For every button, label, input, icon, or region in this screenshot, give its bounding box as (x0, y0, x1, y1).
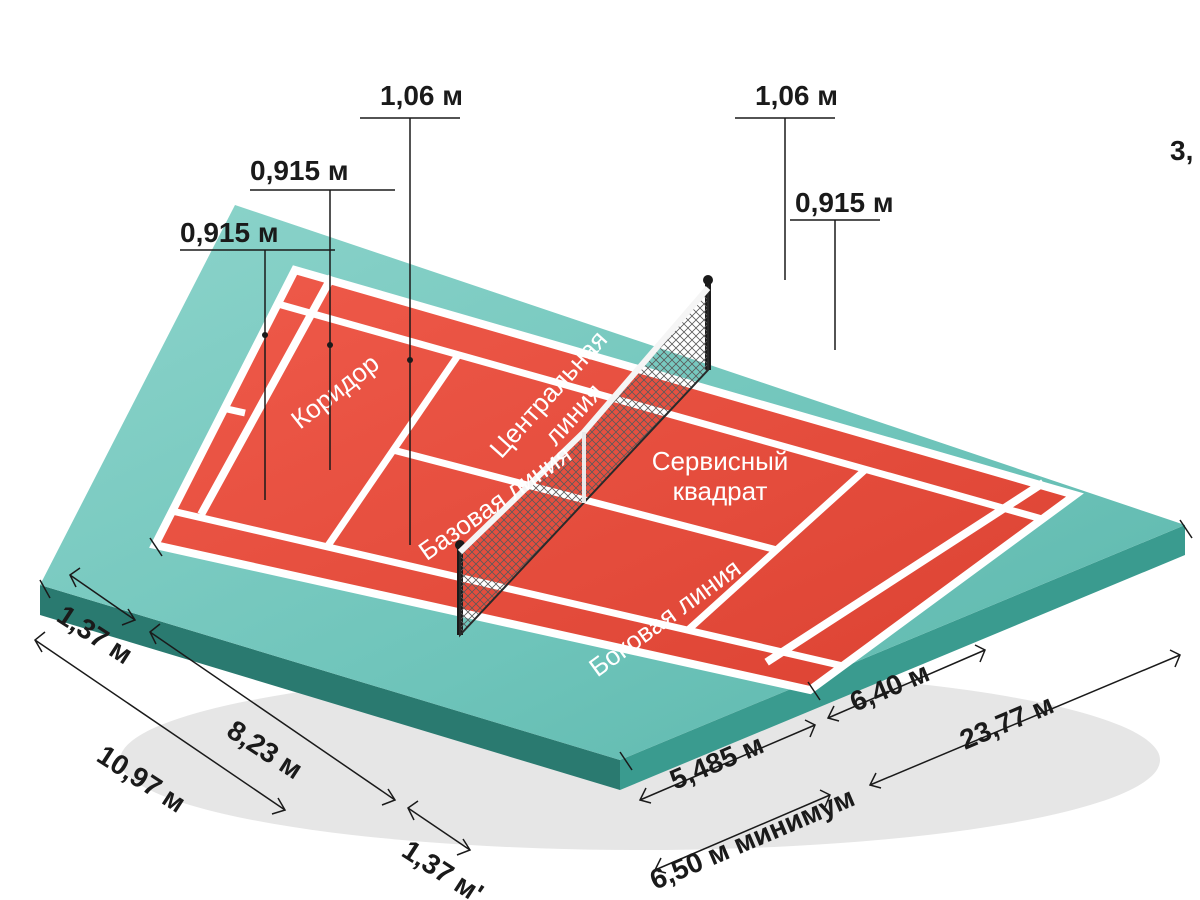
label-service-2: квадрат (673, 476, 768, 506)
dim-net-center-2: 0,915 м (180, 217, 279, 248)
dim-edge-right: 3, (1170, 135, 1193, 166)
dim-net-post-2: 1,06 м (755, 80, 838, 111)
dim-net-center-1: 0,915 м (250, 155, 349, 186)
dim-net-center-3: 0,915 м (795, 187, 894, 218)
dim-net-post-1: 1,06 м (380, 80, 463, 111)
label-service-1: Сервисный (652, 446, 789, 476)
tennis-court-diagram: Коридор Центральная линия Базовая линия … (0, 0, 1200, 900)
